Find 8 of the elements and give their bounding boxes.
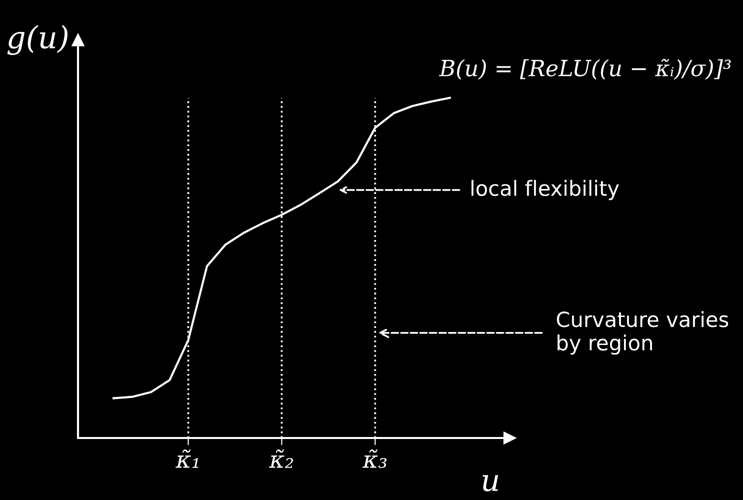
text: local flexibility (472, 180, 619, 200)
x-tick-label: κ̃₂ (269, 449, 294, 468)
text: B(u) = [ReLU((u − κ̃ᵢ)/σ)]³ (438, 58, 731, 80)
y-axis-title: g(u) (7, 24, 68, 56)
x-tick-label: κ̃₃ (362, 449, 387, 468)
x-tick-label: κ̃₁ (176, 449, 198, 468)
x-axis-title: u (482, 475, 498, 492)
annotation: Curvature varies by region (556, 311, 728, 355)
